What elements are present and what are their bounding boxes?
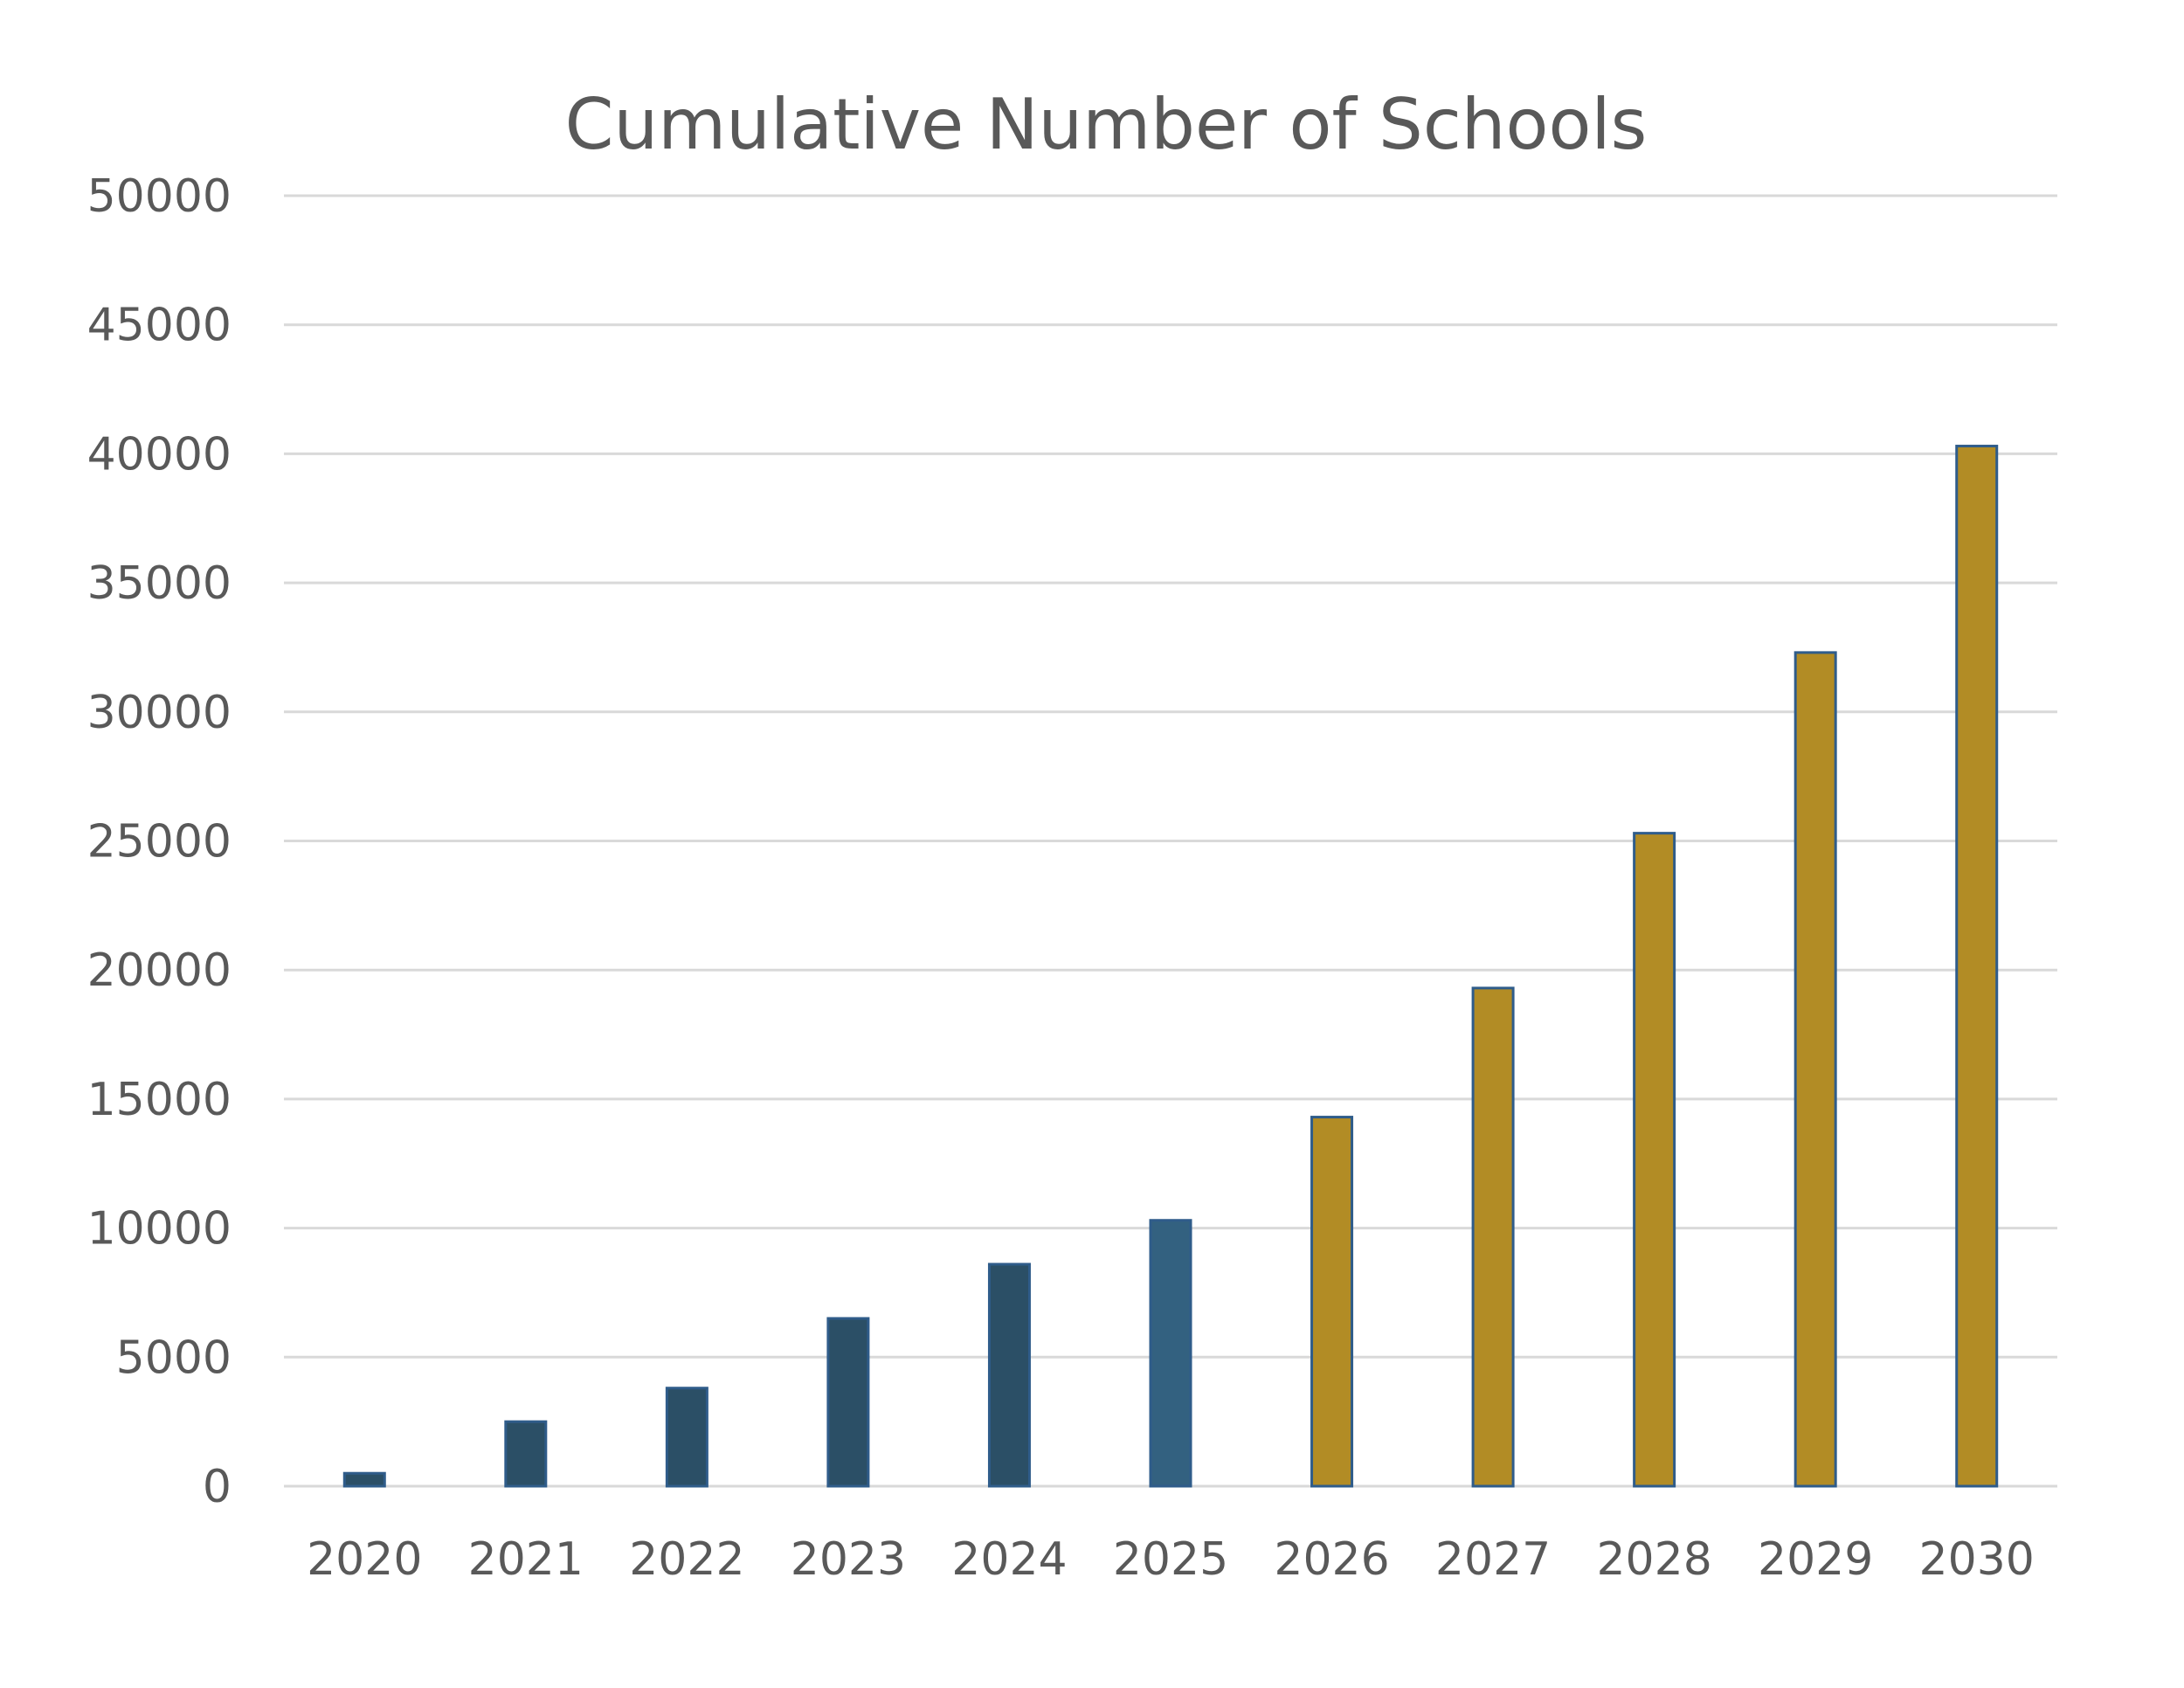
- chart-title: Cumulative Number of Schools: [565, 84, 1648, 165]
- x-tick-label: 2022: [629, 1533, 744, 1586]
- y-tick-label: 0: [203, 1461, 232, 1513]
- y-tick-label: 35000: [87, 557, 232, 610]
- y-tick-label: 15000: [87, 1074, 232, 1126]
- y-tick-label: 25000: [87, 816, 232, 868]
- x-tick-label: 2021: [468, 1533, 584, 1586]
- bar-2027: [1471, 986, 1515, 1488]
- bar-2028: [1633, 832, 1676, 1488]
- y-tick-label: 50000: [87, 170, 232, 223]
- bar-2029: [1794, 651, 1837, 1488]
- bar-2023: [826, 1317, 870, 1488]
- y-tick-label: 30000: [87, 687, 232, 739]
- x-tick-label: 2026: [1274, 1533, 1389, 1586]
- x-tick-label: 2030: [1919, 1533, 2035, 1586]
- x-tick-label: 2024: [951, 1533, 1067, 1586]
- y-tick-label: 20000: [87, 944, 232, 997]
- y-tick-label: 10000: [87, 1203, 232, 1256]
- bar-2025: [1149, 1219, 1192, 1488]
- bar-2024: [987, 1263, 1031, 1488]
- x-tick-label: 2028: [1596, 1533, 1711, 1586]
- bar-2026: [1310, 1116, 1354, 1488]
- gridlines: [284, 194, 2057, 1488]
- y-tick-label: 45000: [87, 300, 232, 352]
- y-axis-tick-labels: 0 5000 10000 15000 20000 25000 30000 35000 40000…: [87, 170, 232, 1513]
- x-tick-label: 2029: [1758, 1533, 1873, 1586]
- bar-2022: [665, 1387, 708, 1488]
- x-tick-label: 2020: [307, 1533, 422, 1586]
- y-tick-label: 40000: [87, 428, 232, 481]
- bar-2021: [504, 1420, 548, 1488]
- y-tick-label: 5000: [116, 1332, 232, 1384]
- bar-2020: [342, 1471, 386, 1488]
- x-axis-tick-labels: 2020 2021 2022 2023 2024 2025 2026 2027 2028 2029…: [307, 1533, 2035, 1586]
- x-tick-label: 2025: [1113, 1533, 1228, 1586]
- x-tick-label: 2023: [791, 1533, 906, 1586]
- bars: [342, 445, 1999, 1488]
- bar-2030: [1955, 445, 1999, 1488]
- x-tick-label: 2027: [1435, 1533, 1551, 1586]
